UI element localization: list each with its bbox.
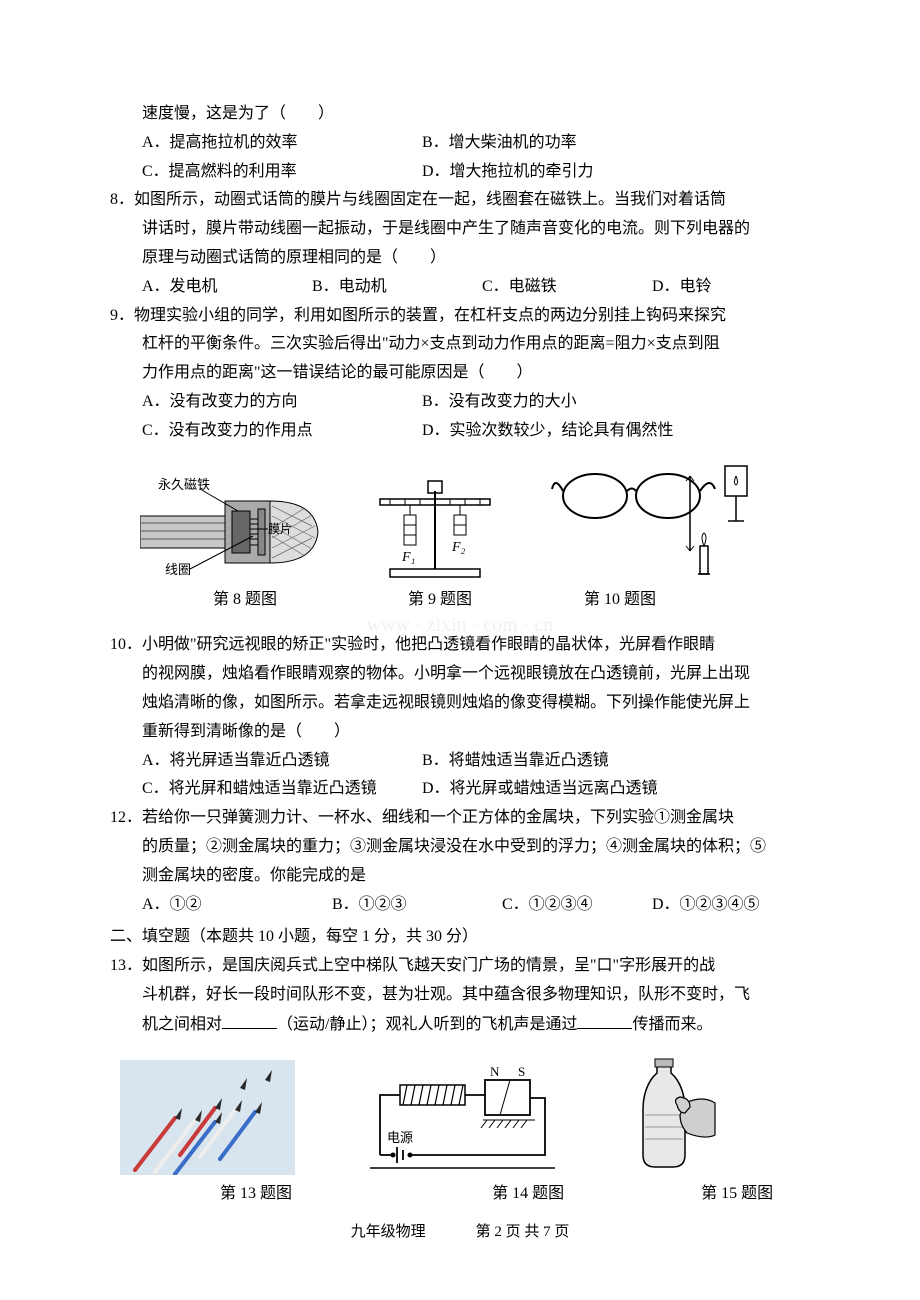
- q12-stem2: 的质量；②测金属块的重力；③测金属块浸没在水中受到的浮力；④测金属块的体积；⑤: [110, 833, 810, 862]
- fig14-n: N: [490, 1064, 500, 1079]
- fig14-svg: N S 电源: [355, 1060, 565, 1175]
- fig15-svg: [625, 1055, 720, 1175]
- fig13-svg: [120, 1060, 295, 1175]
- q12-options: A．①② B．①②③ C．①②③④ D．①②③④⑤: [110, 891, 810, 920]
- q8-stem1: 8．如图所示，动圈式话筒的膜片与线圈固定在一起，线圈套在磁铁上。当我们对着话筒: [110, 186, 810, 215]
- q10-optC: C．将光屏和蜡烛适当靠近凸透镜: [142, 775, 422, 804]
- fig15-box: [625, 1055, 720, 1175]
- q9-stem2: 杠杆的平衡条件。三次实验后得出"动力×支点到动力作用点的距离=阻力×支点到阻: [110, 330, 810, 359]
- fig9-svg: F₁ F₂: [360, 471, 510, 581]
- q8-optB: B．电动机: [312, 273, 482, 302]
- fig8-box: 永久磁铁 膜片 线圈: [140, 471, 320, 581]
- q9-options-row2: C．没有改变力的作用点 D．实验次数较少，结论具有偶然性: [110, 417, 810, 446]
- fig9-f2: F₂: [451, 540, 466, 555]
- q8-optA: A．发电机: [142, 273, 312, 302]
- q9-optD: D．实验次数较少，结论具有偶然性: [422, 417, 702, 446]
- q12-optB: B．①②③: [332, 891, 502, 920]
- figures-row-2: N S 电源: [120, 1055, 810, 1175]
- q13-blank2: [577, 1010, 632, 1029]
- q12-stem1: 12．若给你一只弹簧测力计、一杯水、细线和一个正方体的金属块，下列实验①测金属块: [110, 804, 810, 833]
- fig10-box: [550, 461, 750, 581]
- fig14-s: S: [518, 1064, 525, 1079]
- q12-optD: D．①②③④⑤: [652, 891, 802, 920]
- q10-optD: D．将光屏或蜡烛适当远离凸透镜: [422, 775, 702, 804]
- q8-optC: C．电磁铁: [482, 273, 652, 302]
- figures-row-1: 永久磁铁 膜片 线圈: [140, 461, 810, 581]
- q9-stem1: 9．物理实验小组的同学，利用如图所示的装置，在杠杆支点的两边分别挂上钩码来探究: [110, 302, 810, 331]
- q7-options-row2: C．提高燃料的利用率 D．增大拖拉机的牵引力: [110, 158, 810, 187]
- q12-optC: C．①②③④: [502, 891, 652, 920]
- q9-optC: C．没有改变力的作用点: [142, 417, 422, 446]
- q12-optA: A．①②: [142, 891, 332, 920]
- q7-cont-line: 速度慢，这是为了（ ）: [110, 100, 810, 129]
- q8-optD: D．电铃: [652, 273, 802, 302]
- page-footer: 九年级物理 第 2 页 共 7 页: [110, 1219, 810, 1246]
- fig13-caption: 第 13 题图: [120, 1180, 392, 1209]
- q13-stem1: 13．如图所示，是国庆阅兵式上空中梯队飞越天安门广场的情景，呈"口"字形展开的战: [110, 952, 810, 981]
- q7-optD: D．增大拖拉机的牵引力: [422, 158, 702, 187]
- fig9-box: F₁ F₂: [360, 471, 510, 581]
- fig8-label-coil: 线圈: [165, 562, 191, 577]
- fig9-caption: 第 9 题图: [350, 586, 530, 615]
- fig9-f1: F₁: [401, 550, 415, 565]
- fig8-svg: 永久磁铁 膜片 线圈: [140, 471, 320, 581]
- fig10-caption: 第 10 题图: [530, 586, 710, 615]
- q13-stem3: 机之间相对 （运动/静止）；观礼人听到的飞机声是通过 传播而来。: [110, 1010, 810, 1040]
- q7-optB: B．增大柴油机的功率: [422, 129, 702, 158]
- fig14-caption: 第 14 题图: [392, 1180, 664, 1209]
- fig8-label-diaphragm: 膜片: [268, 522, 292, 536]
- q8-stem2: 讲话时，膜片带动线圈一起振动，于是线圈中产生了随声音变化的电流。则下列电器的: [110, 215, 810, 244]
- q13-stem3b: （运动/静止）；观礼人听到的飞机声是通过: [277, 1016, 577, 1033]
- fig-captions-2: 第 13 题图 第 14 题图 第 15 题图: [120, 1180, 810, 1209]
- fig14-box: N S 电源: [355, 1060, 565, 1175]
- q8-stem3: 原理与动圈式话筒的原理相同的是（ ）: [110, 244, 810, 273]
- q10-stem2: 的视网膜，烛焰看作眼睛观察的物体。小明拿一个远视眼镜放在凸透镜前，光屏上出现: [110, 660, 810, 689]
- q10-options-row1: A．将光屏适当靠近凸透镜 B．将蜡烛适当靠近凸透镜: [110, 747, 810, 776]
- q10-stem1: 10．小明做"研究远视眼的矫正"实验时，他把凸透镜看作眼睛的晶状体，光屏看作眼睛: [110, 631, 810, 660]
- q9-stem3: 力作用点的距离"这一错误结论的最可能原因是（ ）: [110, 359, 810, 388]
- q10-stem3: 烛焰清晰的像，如图所示。若拿走远视眼镜则烛焰的像变得模糊。下列操作能使光屏上: [110, 689, 810, 718]
- fig13-box: [120, 1060, 295, 1175]
- fig8-caption: 第 8 题图: [140, 586, 350, 615]
- fig15-caption: 第 15 题图: [664, 1180, 810, 1209]
- q13-stem2: 斗机群，好长一段时间队形不变，甚为壮观。其中蕴含很多物理知识，队形不变时，飞: [110, 981, 810, 1010]
- q8-options: A．发电机 B．电动机 C．电磁铁 D．电铃: [110, 273, 810, 302]
- q10-options-row2: C．将光屏和蜡烛适当靠近凸透镜 D．将光屏或蜡烛适当远离凸透镜: [110, 775, 810, 804]
- q13-blank1: [222, 1010, 277, 1029]
- q13-stem3c: 传播而来。: [632, 1016, 712, 1033]
- footer-page: 第 2 页 共 7 页: [476, 1224, 570, 1240]
- q10-optB: B．将蜡烛适当靠近凸透镜: [422, 747, 702, 776]
- section2-title: 二、填空题（本题共 10 小题，每空 1 分，共 30 分）: [110, 923, 810, 952]
- q10-stem4: 重新得到清晰像的是（ ）: [110, 718, 810, 747]
- q9-options-row1: A．没有改变力的方向 B．没有改变力的大小: [110, 388, 810, 417]
- q9-optB: B．没有改变力的大小: [422, 388, 702, 417]
- fig14-power: 电源: [387, 1130, 413, 1145]
- q7-optA: A．提高拖拉机的效率: [142, 129, 422, 158]
- q7-optC: C．提高燃料的利用率: [142, 158, 422, 187]
- q9-optA: A．没有改变力的方向: [142, 388, 422, 417]
- q12-stem3: 测金属块的密度。你能完成的是: [110, 862, 810, 891]
- fig8-label-magnet: 永久磁铁: [158, 477, 210, 492]
- fig10-svg: [550, 461, 750, 581]
- fig-captions-1: 第 8 题图 第 9 题图 第 10 题图: [140, 586, 810, 615]
- footer-subject: 九年级物理: [351, 1224, 426, 1240]
- q7-options-row1: A．提高拖拉机的效率 B．增大柴油机的功率: [110, 129, 810, 158]
- q10-optA: A．将光屏适当靠近凸透镜: [142, 747, 422, 776]
- q13-stem3a: 机之间相对: [142, 1016, 222, 1033]
